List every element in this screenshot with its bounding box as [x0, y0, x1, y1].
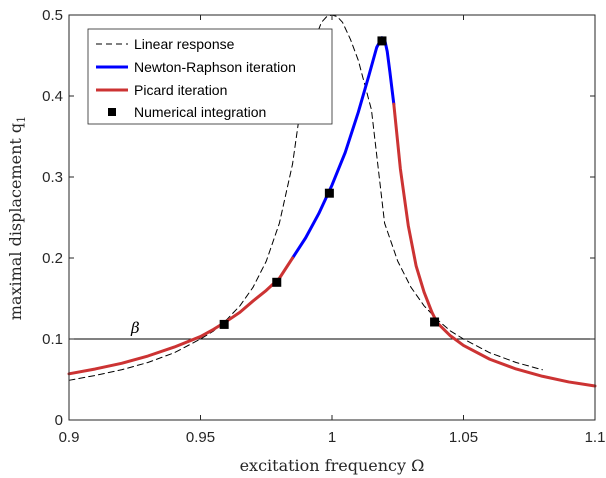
legend: Linear response Newton-Raphson iteration… — [87, 28, 333, 125]
marker-numerical-integration-3 — [377, 36, 387, 46]
x-tick-label-2: 1 — [328, 429, 336, 446]
series-layer — [67, 14, 597, 388]
legend-label-linear: Linear response — [134, 36, 235, 52]
beta-annotation: β — [130, 319, 140, 337]
x-tick-label-4: 1.1 — [585, 429, 606, 446]
y-tick-label-1: 0.1 — [42, 331, 63, 348]
y-tick-label-0: 0 — [55, 412, 63, 429]
marker-numerical-integration-4 — [430, 317, 440, 327]
x-tick-label-3: 1.05 — [449, 429, 478, 446]
series-picard-iteration — [67, 256, 295, 376]
legend-label-picard: Picard iteration — [134, 82, 227, 98]
ticks — [68, 14, 596, 421]
legend-box — [87, 28, 333, 125]
y-axis-label-main: maximal displacement q — [6, 123, 25, 320]
series-newton-raphson-iteration — [291, 36, 396, 260]
y-tick-label-4: 0.4 — [42, 88, 63, 105]
marker-numerical-integration-0 — [219, 319, 229, 329]
y-axis-label: maximal displacement q1 — [6, 116, 28, 320]
marker-layer — [219, 36, 440, 329]
y-tick-label-3: 0.3 — [42, 169, 63, 186]
marker-numerical-integration-2 — [324, 188, 334, 198]
legend-item-numerical: Numerical integration — [108, 104, 266, 120]
x-tick-label-0: 0.9 — [59, 429, 80, 446]
y-axis-label-subscript: 1 — [15, 116, 28, 123]
series-picard-iteration-upper-branch — [392, 102, 597, 388]
y-tick-label-5: 0.5 — [42, 7, 63, 24]
legend-item-newton-raphson: Newton-Raphson iteration — [96, 59, 296, 75]
y-tick-label-2: 0.2 — [42, 250, 63, 267]
x-tick-labels: 0.9 0.95 1 1.05 1.1 — [59, 429, 606, 446]
x-axis-label: excitation frequency Ω — [240, 456, 425, 475]
legend-item-linear-response: Linear response — [96, 36, 235, 52]
legend-swatch-numerical — [108, 108, 116, 116]
x-tick-label-1: 0.95 — [186, 429, 215, 446]
marker-numerical-integration-1 — [272, 277, 282, 287]
y-tick-labels: 0 0.1 0.2 0.3 0.4 0.5 — [42, 7, 63, 429]
legend-label-numerical: Numerical integration — [134, 104, 266, 120]
legend-label-newton: Newton-Raphson iteration — [134, 59, 296, 75]
legend-item-picard: Picard iteration — [96, 82, 227, 98]
